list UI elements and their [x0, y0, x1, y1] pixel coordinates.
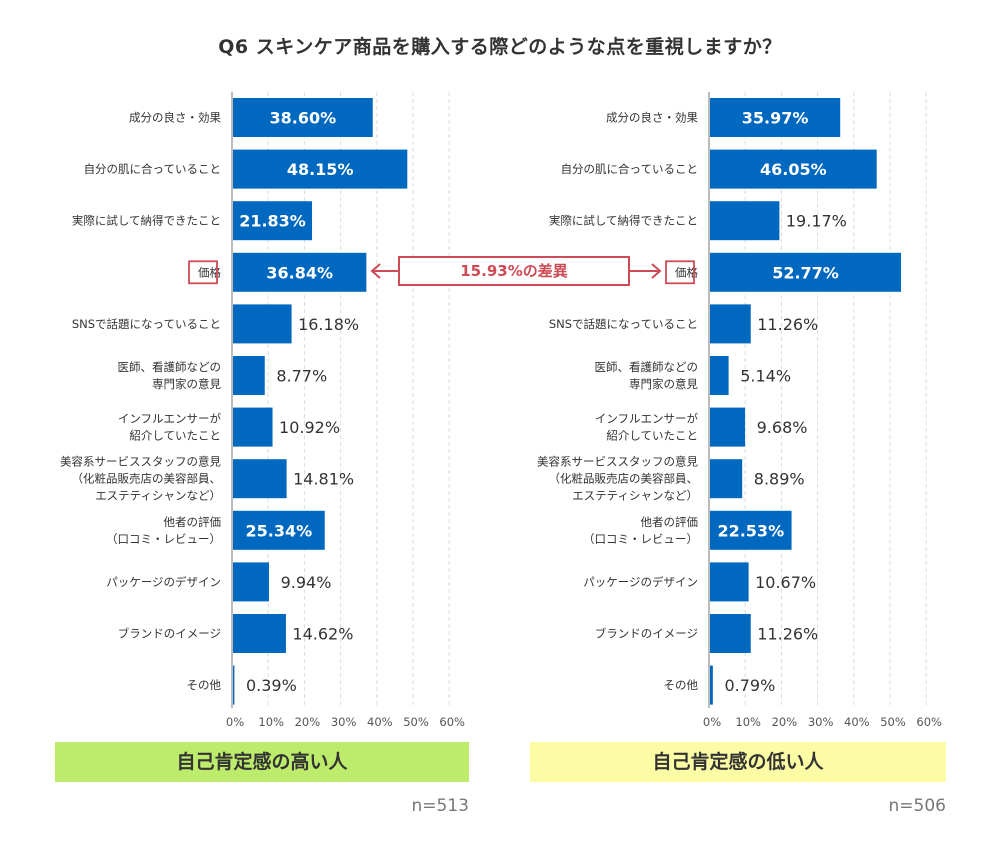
value-label: 0.79% — [724, 676, 775, 695]
category-label: ブランドのイメージ — [595, 627, 698, 641]
value-label: 38.60% — [270, 109, 337, 128]
bar — [710, 98, 841, 137]
value-label: 0.39% — [246, 676, 297, 695]
chart-high-self-esteem: 0% 10% 20% 30% 40% 50% 60% 38.60% 成分の良さ・効果 48.15%… — [60, 92, 465, 729]
value-label: 11.26% — [757, 625, 818, 644]
bar — [233, 149, 408, 189]
highlight-box — [665, 260, 695, 285]
category-label: SNSで話題になっていること — [72, 317, 221, 331]
category-label: 医師、看護師などの専門家の意見 — [118, 360, 222, 391]
category-label: その他 — [187, 678, 222, 692]
category-label: 医師、看護師などの専門家の意見 — [595, 360, 699, 391]
x-tick-label: 0% — [226, 715, 244, 729]
category-label: インフルエンサーが紹介していたこと — [118, 412, 222, 443]
category-label: その他 — [664, 678, 699, 692]
group-banner-low: 自己肯定感の低い人 — [530, 742, 946, 782]
bar — [233, 614, 286, 653]
value-label: 22.53% — [717, 521, 784, 540]
value-label: 11.26% — [757, 315, 818, 334]
x-tick-label: 50% — [880, 715, 906, 729]
value-label: 16.18% — [298, 315, 359, 334]
x-tick-label: 30% — [331, 715, 357, 729]
x-tick-label: 30% — [808, 715, 834, 729]
bar — [233, 459, 287, 499]
bar — [710, 459, 743, 499]
category-label: 価格 — [198, 265, 221, 279]
bar — [233, 98, 373, 137]
left-arrow-icon — [370, 263, 398, 279]
value-label: 5.14% — [740, 367, 791, 386]
bar — [710, 407, 746, 447]
value-label: 14.62% — [292, 625, 353, 644]
value-label: 9.94% — [281, 573, 332, 592]
bar — [710, 614, 751, 653]
bar — [233, 562, 269, 602]
sample-size-low: n=506 — [888, 796, 946, 816]
bar — [233, 407, 273, 447]
category-label: 美容系サービススタッフの意見（化粧品販売店の美容部員、エステティシャンなど） — [60, 455, 221, 503]
x-tick-label: 60% — [439, 715, 465, 729]
bar — [710, 201, 780, 241]
bar — [710, 149, 877, 189]
bar — [233, 510, 325, 550]
bar — [233, 201, 313, 241]
bar — [710, 665, 713, 705]
category-label: 美容系サービススタッフの意見（化粧品販売店の美容部員、エステティシャンなど） — [537, 455, 698, 503]
value-label: 19.17% — [786, 212, 847, 231]
right-arrow-icon — [630, 263, 662, 279]
value-label: 10.92% — [279, 418, 340, 437]
sample-size-high: n=513 — [411, 796, 469, 816]
category-label: 他者の評価（口コミ・レビュー） — [106, 515, 221, 546]
x-tick-label: 0% — [703, 715, 721, 729]
category-label: SNSで話題になっていること — [549, 317, 698, 331]
category-label: 成分の良さ・効果 — [129, 111, 221, 125]
bar — [233, 252, 367, 292]
value-label: 10.67% — [755, 573, 816, 592]
bar — [710, 304, 751, 344]
value-label: 25.34% — [246, 521, 313, 540]
x-tick-label: 60% — [916, 715, 942, 729]
category-label: 他者の評価（口コミ・レビュー） — [583, 515, 698, 546]
value-label: 35.97% — [742, 109, 809, 128]
category-label: ブランドのイメージ — [118, 627, 221, 641]
x-tick-label: 40% — [367, 715, 393, 729]
category-label: 自分の肌に合っていること — [84, 162, 221, 176]
difference-callout: 15.93%の差異 — [398, 256, 630, 286]
bar — [710, 252, 902, 292]
x-tick-label: 50% — [403, 715, 429, 729]
value-label: 36.84% — [266, 263, 333, 282]
bar — [233, 665, 235, 705]
category-label: 実際に試して納得できたこと — [72, 214, 221, 228]
bar — [233, 304, 292, 344]
group-banner-high: 自己肯定感の高い人 — [55, 742, 469, 782]
category-label: 成分の良さ・効果 — [606, 111, 698, 125]
bar — [710, 562, 749, 602]
value-label: 8.77% — [276, 367, 327, 386]
x-tick-label: 40% — [844, 715, 870, 729]
bar — [233, 356, 265, 395]
bar — [710, 356, 729, 395]
chart-low-self-esteem: 0% 10% 20% 30% 40% 50% 60% 35.97% 成分の良さ・効果 46.05%… — [537, 92, 942, 729]
value-label: 14.81% — [293, 470, 354, 489]
value-label: 8.89% — [754, 470, 805, 489]
category-label: パッケージのデザイン — [106, 575, 221, 589]
x-tick-label: 10% — [735, 715, 761, 729]
x-tick-label: 20% — [295, 715, 321, 729]
bar — [710, 510, 792, 550]
value-label: 46.05% — [760, 160, 827, 179]
highlight-box — [188, 260, 218, 285]
category-label: 自分の肌に合っていること — [561, 162, 698, 176]
x-tick-label: 20% — [772, 715, 798, 729]
category-label: 価格 — [675, 265, 698, 279]
value-label: 21.83% — [239, 212, 306, 231]
value-label: 9.68% — [757, 418, 808, 437]
value-label: 48.15% — [287, 160, 354, 179]
chart-title: Q6 スキンケア商品を購入する際どのような点を重視しますか？ — [218, 36, 782, 58]
value-label: 52.77% — [772, 263, 839, 282]
category-label: パッケージのデザイン — [583, 575, 698, 589]
category-label: 実際に試して納得できたこと — [549, 214, 698, 228]
x-tick-label: 10% — [258, 715, 284, 729]
category-label: インフルエンサーが紹介していたこと — [595, 412, 699, 443]
